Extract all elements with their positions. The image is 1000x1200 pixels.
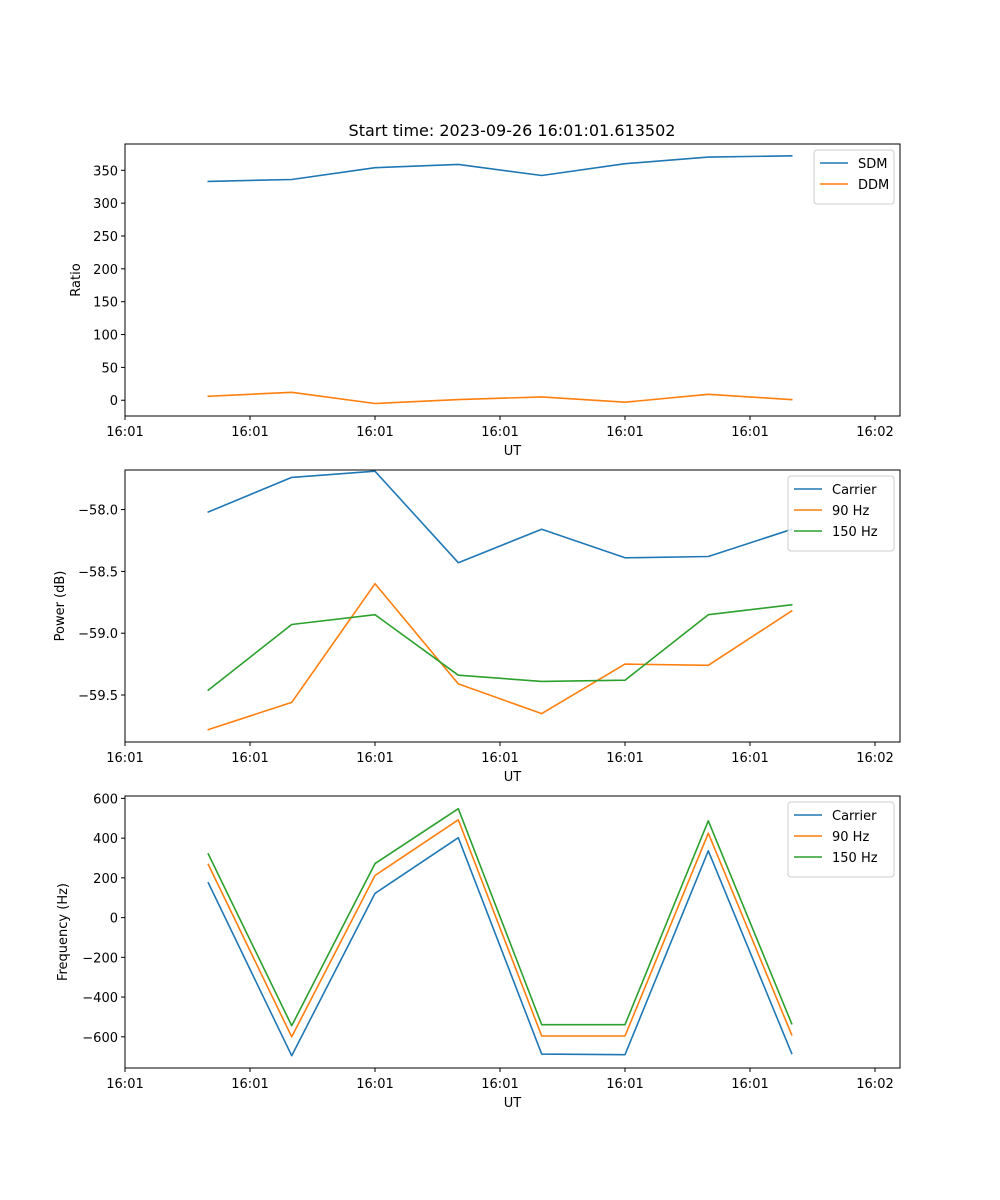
legend-label: 150 Hz <box>832 525 878 540</box>
x-tick-label: 16:01 <box>606 1077 643 1092</box>
x-tick-label: 16:01 <box>106 425 143 440</box>
axes-frame <box>124 143 901 417</box>
x-tick-label: 16:01 <box>731 425 768 440</box>
legend-label: Carrier <box>832 809 877 824</box>
y-tick-label: 0 <box>110 394 118 409</box>
y-tick-label: 150 <box>93 296 118 311</box>
y-tick-label: 350 <box>93 164 118 179</box>
x-tick-label: 16:02 <box>856 751 893 766</box>
series-line-90-hz <box>207 818 793 1038</box>
x-tick-label: 16:02 <box>856 425 893 440</box>
y-tick-label: 0 <box>110 912 118 927</box>
y-tick-label: −400 <box>82 991 118 1006</box>
x-tick-label: 16:01 <box>356 751 393 766</box>
x-axis-label: UT <box>504 444 522 459</box>
y-axis-label: Power (dB) <box>53 571 68 642</box>
legend-label: SDM <box>858 157 887 172</box>
y-tick-label: 200 <box>93 263 118 278</box>
axes-frame <box>124 469 901 743</box>
y-tick-label: −59.0 <box>78 627 118 642</box>
y-tick-label: 300 <box>93 197 118 212</box>
y-tick-label: −600 <box>82 1031 118 1046</box>
x-tick-label: 16:01 <box>606 425 643 440</box>
y-tick-label: 250 <box>93 230 118 245</box>
y-tick-label: 100 <box>93 329 118 344</box>
y-tick-label: −58.0 <box>78 504 118 519</box>
legend-label: Carrier <box>832 483 877 498</box>
x-tick-label: 16:01 <box>231 1077 268 1092</box>
series-line-ddm <box>207 391 793 405</box>
legend-label: 90 Hz <box>832 504 869 519</box>
x-tick-label: 16:01 <box>106 751 143 766</box>
chart-panel-2: 16:01 16:01 16:01 16:01 16:01 16:01 16:02 −58.0… <box>53 469 901 785</box>
x-tick-label: 16:01 <box>606 751 643 766</box>
y-tick-label: 600 <box>93 792 118 807</box>
y-axis-label: Frequency (Hz) <box>56 883 71 981</box>
x-tick-label: 16:01 <box>231 751 268 766</box>
x-tick-label: 16:01 <box>231 425 268 440</box>
x-tick-label: 16:02 <box>856 1077 893 1092</box>
x-tick-label: 16:01 <box>356 1077 393 1092</box>
x-tick-label: 16:01 <box>481 751 518 766</box>
y-tick-label: −58.5 <box>78 565 118 580</box>
legend-box <box>787 801 895 878</box>
x-tick-label: 16:01 <box>356 425 393 440</box>
axes-frame <box>124 795 901 1069</box>
y-tick-label: 50 <box>101 361 118 376</box>
series-line-carrier <box>207 836 793 1057</box>
chart-panel-3: 16:01 16:01 16:01 16:01 16:01 16:01 16:02 600 40… <box>56 792 901 1111</box>
series-line-90-hz <box>207 582 793 731</box>
y-axis-label: Ratio <box>69 263 84 296</box>
x-axis-label: UT <box>504 770 522 785</box>
legend-label: 90 Hz <box>832 830 869 845</box>
series-line-150-hz <box>207 603 793 692</box>
x-tick-label: 16:01 <box>481 1077 518 1092</box>
legend-label: DDM <box>858 178 889 193</box>
x-tick-label: 16:01 <box>731 751 768 766</box>
figure-title: Start time: 2023-09-26 16:01:01.613502 <box>349 121 676 140</box>
y-tick-label: −200 <box>82 951 118 966</box>
y-tick-label: 200 <box>93 872 118 887</box>
series-line-carrier <box>207 470 793 564</box>
x-tick-label: 16:01 <box>481 425 518 440</box>
legend-box <box>787 475 895 552</box>
charts-container: 16:01 16:01 16:01 16:01 16:01 16:01 16:02 0 50 10… <box>53 143 901 1111</box>
x-tick-label: 16:01 <box>731 1077 768 1092</box>
chart-panel-1: 16:01 16:01 16:01 16:01 16:01 16:01 16:02 0 50 10… <box>69 143 901 459</box>
series-line-sdm <box>207 154 793 183</box>
y-tick-label: −59.5 <box>78 689 118 704</box>
y-tick-label: 400 <box>93 832 118 847</box>
x-axis-label: UT <box>504 1096 522 1111</box>
legend-label: 150 Hz <box>832 851 878 866</box>
series-line-150-hz <box>207 807 793 1027</box>
x-tick-label: 16:01 <box>106 1077 143 1092</box>
